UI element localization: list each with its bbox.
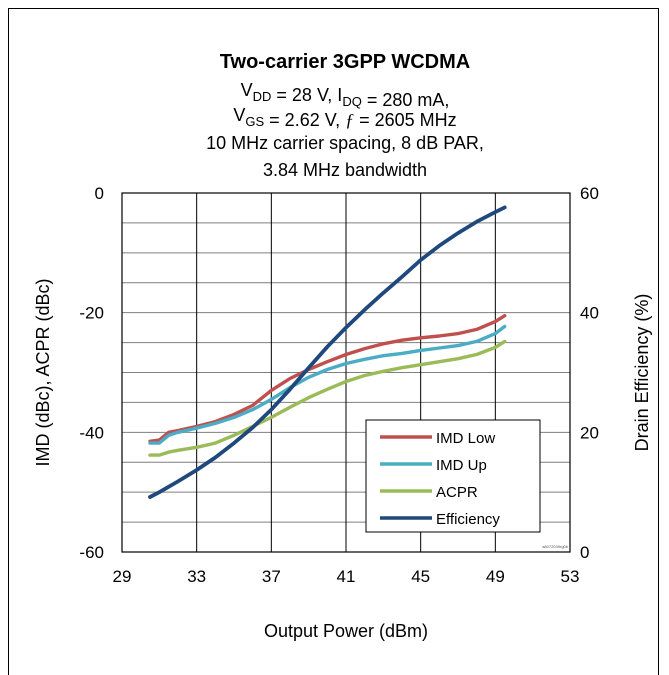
y-tick-label: 0 xyxy=(95,184,104,203)
y2-tick-label: 40 xyxy=(580,304,599,323)
figure-id-label: a8072039rg0b xyxy=(542,544,569,549)
y2-tick-label: 0 xyxy=(580,543,589,562)
x-tick-label: 29 xyxy=(113,567,132,586)
series-line-imd-low xyxy=(148,314,507,443)
legend-label: IMD Up xyxy=(436,457,487,474)
series-line-efficiency xyxy=(148,205,507,499)
chart-subtitle-line: 10 MHz carrier spacing, 8 dB PAR, xyxy=(206,133,484,153)
x-tick-label: 33 xyxy=(187,567,206,586)
chart-subtitle-line: VDD = 28 V, IDQ = 280 mA, xyxy=(241,80,450,110)
legend-label: ACPR xyxy=(436,484,478,501)
y2-tick-label: 20 xyxy=(580,423,599,442)
legend-label: Efficiency xyxy=(436,511,500,528)
series-line-acpr xyxy=(148,339,507,457)
x-axis-title: Output Power (dBm) xyxy=(264,621,428,641)
x-tick-label: 49 xyxy=(486,567,505,586)
y-tick-label: -20 xyxy=(79,304,104,323)
chart-subtitle-line: 3.84 MHz bandwidth xyxy=(263,160,427,180)
chart-frame xyxy=(8,8,659,675)
series-line-imd-up xyxy=(148,324,507,445)
y-tick-label: -40 xyxy=(79,423,104,442)
y2-axis-title: Drain Efficiency (%) xyxy=(632,294,652,452)
x-tick-label: 53 xyxy=(561,567,580,586)
plot-area xyxy=(121,192,571,553)
chart-title: Two-carrier 3GPP WCDMA xyxy=(220,51,470,73)
x-tick-label: 45 xyxy=(411,567,430,586)
y-axis-title: IMD (dBc), ACPR (dBc) xyxy=(33,278,53,466)
x-tick-label: 41 xyxy=(337,567,356,586)
chart-subtitle-line: VGS = 2.62 V, ƒ = 2605 MHz xyxy=(233,105,456,130)
x-tick-label: 37 xyxy=(262,567,281,586)
legend-label: IMD Low xyxy=(436,430,495,447)
y-tick-label: -60 xyxy=(79,543,104,562)
y2-tick-label: 60 xyxy=(580,184,599,203)
